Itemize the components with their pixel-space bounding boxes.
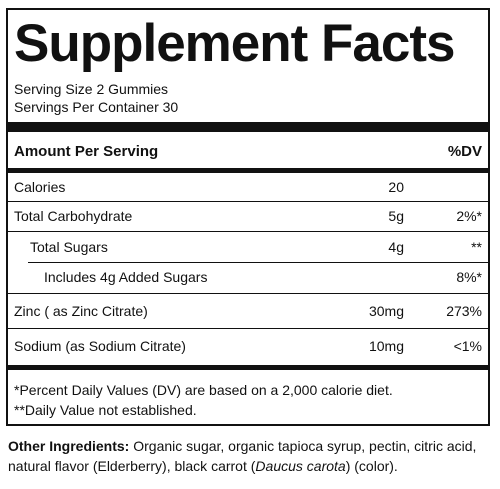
nutrient-amount: 10mg bbox=[368, 338, 404, 354]
serving-size: Serving Size 2 Gummies bbox=[14, 81, 169, 97]
row-divider bbox=[8, 201, 488, 202]
row-divider bbox=[8, 231, 488, 232]
nutrient-dv: 273% bbox=[446, 303, 482, 319]
ingredients-text: Organic sugar, organic tapioca syrup, pe… bbox=[8, 438, 477, 474]
ingredients-label: Other Ingredients: bbox=[8, 438, 130, 454]
nutrient-amount: 4g bbox=[388, 239, 404, 255]
panel-title: Supplement Facts bbox=[14, 14, 455, 73]
facts-panel-border bbox=[6, 8, 490, 426]
nutrient-row-total-carbohydrate: Total Carbohydrate 5g 2%* bbox=[8, 201, 488, 231]
nutrient-dv: 2%* bbox=[456, 208, 482, 224]
amount-header-row: Amount Per Serving %DV bbox=[8, 137, 488, 167]
nutrient-row-sodium: Sodium (as Sodium Citrate) 10mg <1% bbox=[8, 331, 488, 361]
nutrient-amount: 20 bbox=[388, 179, 404, 195]
nutrient-name: Total Carbohydrate bbox=[14, 208, 133, 224]
servings-per-container: Servings Per Container 30 bbox=[14, 99, 179, 115]
ingredients-latin-name: Daucus carota bbox=[255, 458, 346, 474]
ingredients-text-end: ) (color). bbox=[345, 458, 398, 474]
nutrient-row-total-sugars: Total Sugars 4g ** bbox=[8, 232, 488, 262]
nutrient-name: Zinc ( as Zinc Citrate) bbox=[14, 303, 148, 319]
row-divider bbox=[8, 293, 488, 294]
nutrient-name: Calories bbox=[14, 179, 66, 195]
medium-divider bbox=[8, 168, 488, 173]
nutrient-row-added-sugars: Includes 4g Added Sugars 8%* bbox=[8, 262, 488, 292]
nutrient-dv: 8%* bbox=[456, 269, 482, 285]
thick-divider bbox=[8, 122, 488, 132]
nutrient-name: Includes 4g Added Sugars bbox=[44, 269, 208, 285]
nutrient-row-zinc: Zinc ( as Zinc Citrate) 30mg 273% bbox=[8, 296, 488, 326]
nutrient-name: Sodium (as Sodium Citrate) bbox=[14, 338, 186, 354]
nutrient-amount: 30mg bbox=[368, 303, 404, 319]
nutrient-dv: ** bbox=[471, 239, 482, 255]
amount-per-serving-heading: Amount Per Serving bbox=[14, 143, 159, 160]
dv-heading: %DV bbox=[447, 143, 482, 160]
row-divider bbox=[8, 328, 488, 329]
footnote-dv-basis: *Percent Daily Values (DV) are based on … bbox=[14, 382, 393, 398]
other-ingredients: Other Ingredients: Organic sugar, organi… bbox=[8, 436, 494, 476]
nutrient-amount: 5g bbox=[388, 208, 404, 224]
nutrient-row-calories: Calories 20 bbox=[8, 172, 488, 202]
footnote-dv-not-established: **Daily Value not established. bbox=[14, 402, 197, 418]
medium-divider bbox=[8, 365, 488, 370]
row-divider bbox=[28, 262, 488, 263]
nutrient-name: Total Sugars bbox=[30, 239, 108, 255]
nutrient-dv: <1% bbox=[453, 338, 482, 354]
